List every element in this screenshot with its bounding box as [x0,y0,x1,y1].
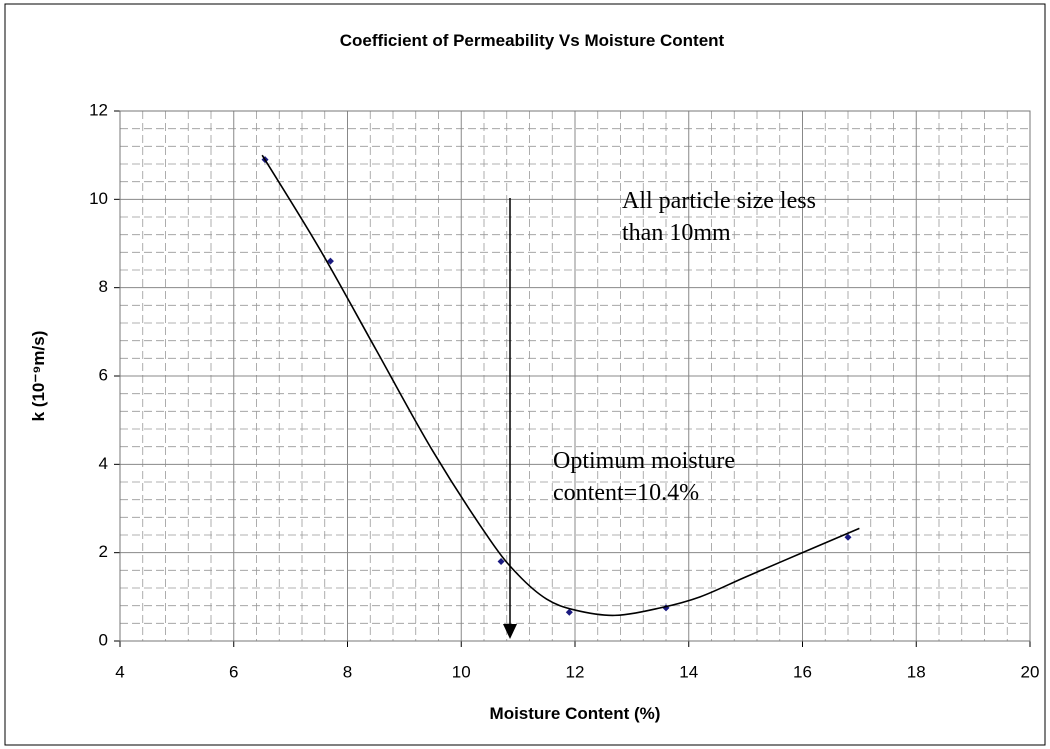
x-tick-label: 20 [1021,662,1040,681]
data-point [565,608,573,616]
y-tick-label: 2 [99,542,108,561]
x-tick-label: 16 [793,662,812,681]
annotation: All particle size less [622,188,816,214]
x-tick-label: 8 [343,662,352,681]
x-axis-label: Moisture Content (%) [490,704,661,723]
y-tick-label: 10 [89,189,108,208]
data-point [844,533,852,541]
annotation: content=10.4% [553,480,699,506]
data-point [326,257,334,265]
x-tick-label: 4 [115,662,124,681]
x-tick-label: 12 [566,662,585,681]
y-tick-label: 4 [99,454,108,473]
plot-frame [119,110,1031,642]
chart-frame [4,3,1046,746]
y-tick-label: 0 [99,630,108,649]
arrow-head [503,624,517,639]
x-tick-label: 10 [452,662,471,681]
trend-line [261,154,860,617]
x-tick-label: 14 [679,662,698,681]
annotation: Optimum moisture [553,448,735,474]
annotation: than 10mm [622,220,731,246]
y-axis-label: k (10⁻⁹m/s) [29,331,48,422]
y-tick-label: 12 [89,100,108,119]
y-tick-label: 6 [99,365,108,384]
data-point [497,558,505,565]
chart-title: Coefficient of Permeability Vs Moisture … [340,31,725,50]
x-tick-label: 6 [229,662,238,681]
y-tick-label: 8 [99,277,108,296]
x-tick-label: 18 [907,662,926,681]
